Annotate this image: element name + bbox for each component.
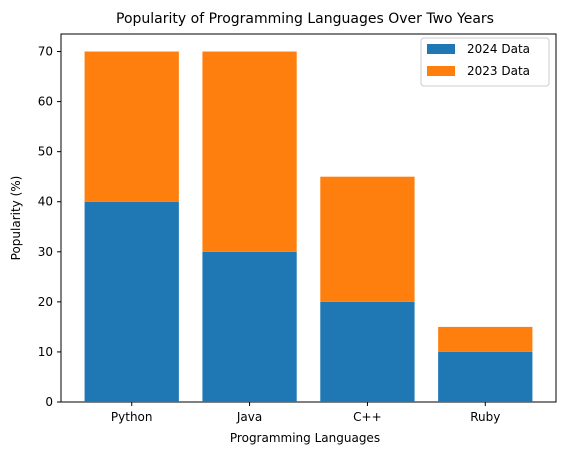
x-tick-label: Java (236, 410, 262, 424)
plot-area (60, 33, 557, 403)
bar-python-2024 (84, 201, 179, 402)
x-tick-label: Ruby (470, 410, 500, 424)
bar-ruby-2023 (438, 326, 533, 352)
y-tick-label: 20 (38, 295, 53, 309)
legend-swatch-2024 (427, 44, 455, 54)
x-axis: Python Java C++ Ruby (111, 402, 500, 424)
legend-label-2024: 2024 Data (467, 42, 530, 56)
x-tick-label: Python (111, 410, 153, 424)
y-tick-label: 70 (38, 45, 53, 59)
legend-label-2023: 2023 Data (467, 64, 530, 78)
legend: 2024 Data 2023 Data (420, 37, 550, 87)
y-tick-label: 40 (38, 195, 53, 209)
chart-title: Popularity of Programming Languages Over… (116, 11, 494, 27)
y-axis: 0 10 20 30 40 50 60 70 (38, 45, 61, 409)
bar-java-2023 (202, 51, 297, 252)
y-tick-label: 10 (38, 345, 53, 359)
bar-java-2024 (202, 251, 297, 402)
bar-ruby-2024 (438, 351, 533, 402)
bar-cpp-2024 (320, 301, 415, 402)
bar-python-2023 (84, 51, 179, 202)
y-axis-label: Popularity (%) (9, 176, 23, 261)
x-axis-label: Programming Languages (230, 431, 380, 445)
y-tick-label: 0 (45, 395, 53, 409)
bar-cpp-2023 (320, 176, 415, 302)
y-tick-label: 60 (38, 95, 53, 109)
legend-swatch-2023 (427, 66, 455, 76)
y-tick-label: 30 (38, 245, 53, 259)
y-tick-label: 50 (38, 145, 53, 159)
bars-group (84, 51, 533, 402)
x-tick-label: C++ (353, 410, 382, 424)
